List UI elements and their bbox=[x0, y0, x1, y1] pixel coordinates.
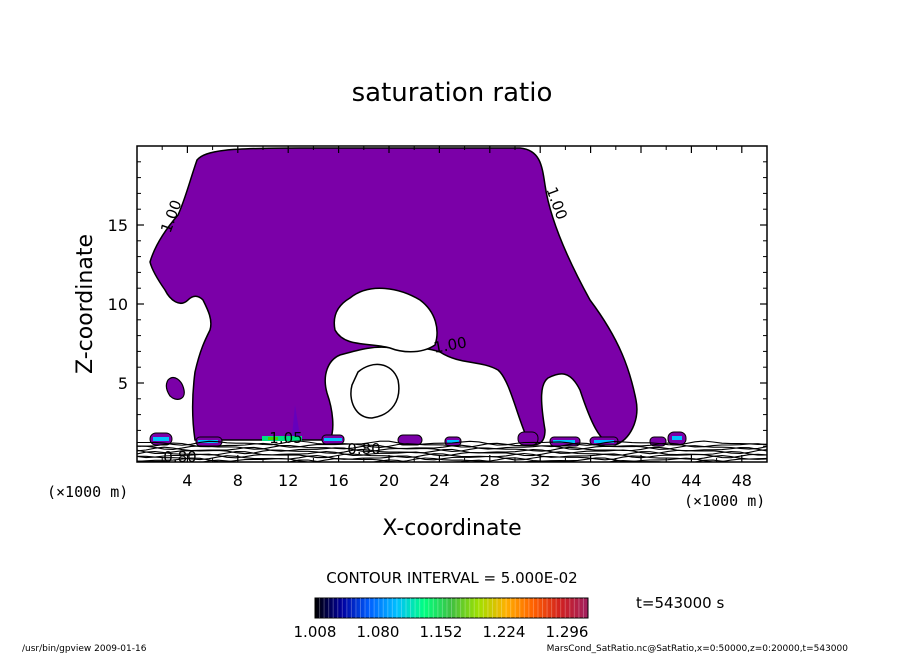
colorbar-tick-label: 1.152 bbox=[420, 623, 463, 641]
colorbar-fill bbox=[314, 597, 589, 619]
x-tick-label: 48 bbox=[732, 471, 752, 490]
y-axis-label: Z-coordinate bbox=[73, 234, 98, 374]
contour-label: 1.00 bbox=[432, 333, 468, 357]
surface-contour-line bbox=[137, 440, 767, 446]
surface-contour-line bbox=[137, 444, 767, 450]
x-tick-label: 4 bbox=[182, 471, 192, 490]
y-tick-label: 15 bbox=[108, 216, 128, 235]
surface-cells bbox=[149, 405, 687, 447]
surface-contour-line bbox=[137, 446, 767, 453]
contour-label: 1.05 bbox=[269, 429, 302, 447]
x-unit-right: (×1000 m) bbox=[684, 492, 765, 510]
surface-cell-core bbox=[594, 440, 614, 443]
x-tick-label: 8 bbox=[233, 471, 243, 490]
surface-contour-line bbox=[137, 457, 767, 462]
surface-cell-core bbox=[268, 437, 278, 440]
x-tick-label: 16 bbox=[328, 471, 348, 490]
footer-left: /usr/bin/gpview 2009-01-16 bbox=[22, 644, 147, 654]
x-tick-label: 24 bbox=[429, 471, 449, 490]
surface-contour-line bbox=[137, 455, 767, 461]
colorbar-tick-label: 1.296 bbox=[546, 623, 589, 641]
surface-cell-core bbox=[324, 438, 342, 441]
x-tick-label: 32 bbox=[530, 471, 550, 490]
subsaturated-hole-lower bbox=[350, 363, 400, 419]
time-label: t=543000 s bbox=[636, 594, 724, 612]
surface-cell bbox=[517, 431, 539, 446]
x-axis-label: X-coordinate bbox=[382, 516, 521, 541]
surface-contour-line bbox=[137, 448, 767, 455]
x-tick-label: 44 bbox=[681, 471, 701, 490]
surface-cell-core bbox=[672, 436, 682, 440]
colorbar-labels: 1.008 1.080 1.152 1.224 1.296 bbox=[294, 623, 589, 641]
plot-area: 1.00 1.00 1.00 0.80 0.80 1.05 bbox=[137, 147, 767, 466]
footer-right: MarsCond_SatRatio.nc@SatRatio,x=0:50000,… bbox=[547, 644, 849, 654]
subsaturated-hole-upper bbox=[333, 287, 438, 353]
surface-contour-line bbox=[137, 452, 767, 459]
colorbar-tick-label: 1.224 bbox=[483, 623, 526, 641]
y-axis-ticks: 5 10 15 bbox=[108, 161, 767, 447]
x-tick-label: 28 bbox=[480, 471, 500, 490]
contour-label: 0.80 bbox=[163, 448, 196, 466]
colorbar-tick-label: 1.008 bbox=[294, 623, 337, 641]
chart-title: saturation ratio bbox=[352, 78, 553, 108]
supersaturation-patch-left bbox=[165, 377, 185, 400]
colorbar-stripes bbox=[319, 598, 584, 618]
surface-cell-core bbox=[153, 437, 169, 441]
x-tick-label: 12 bbox=[278, 471, 298, 490]
contour-interval: CONTOUR INTERVAL = 5.000E-02 bbox=[326, 569, 577, 587]
x-tick-label: 36 bbox=[580, 471, 600, 490]
x-tick-label: 20 bbox=[379, 471, 399, 490]
x-unit-left: (×1000 m) bbox=[47, 483, 128, 501]
x-axis-ticks: 4 8 12 16 20 24 28 32 36 40 44 48 bbox=[161, 146, 768, 490]
tower-cell bbox=[292, 405, 300, 436]
y-tick-label: 10 bbox=[108, 295, 128, 314]
contour-label: 0.80 bbox=[347, 440, 380, 458]
y-tick-label: 5 bbox=[118, 374, 128, 393]
surface-cell-core bbox=[553, 440, 575, 443]
surface-cell-core bbox=[262, 436, 302, 441]
x-tick-label: 40 bbox=[631, 471, 651, 490]
colorbar bbox=[314, 597, 589, 619]
surface-cell-core bbox=[447, 440, 459, 443]
colorbar-tick-label: 1.080 bbox=[357, 623, 400, 641]
